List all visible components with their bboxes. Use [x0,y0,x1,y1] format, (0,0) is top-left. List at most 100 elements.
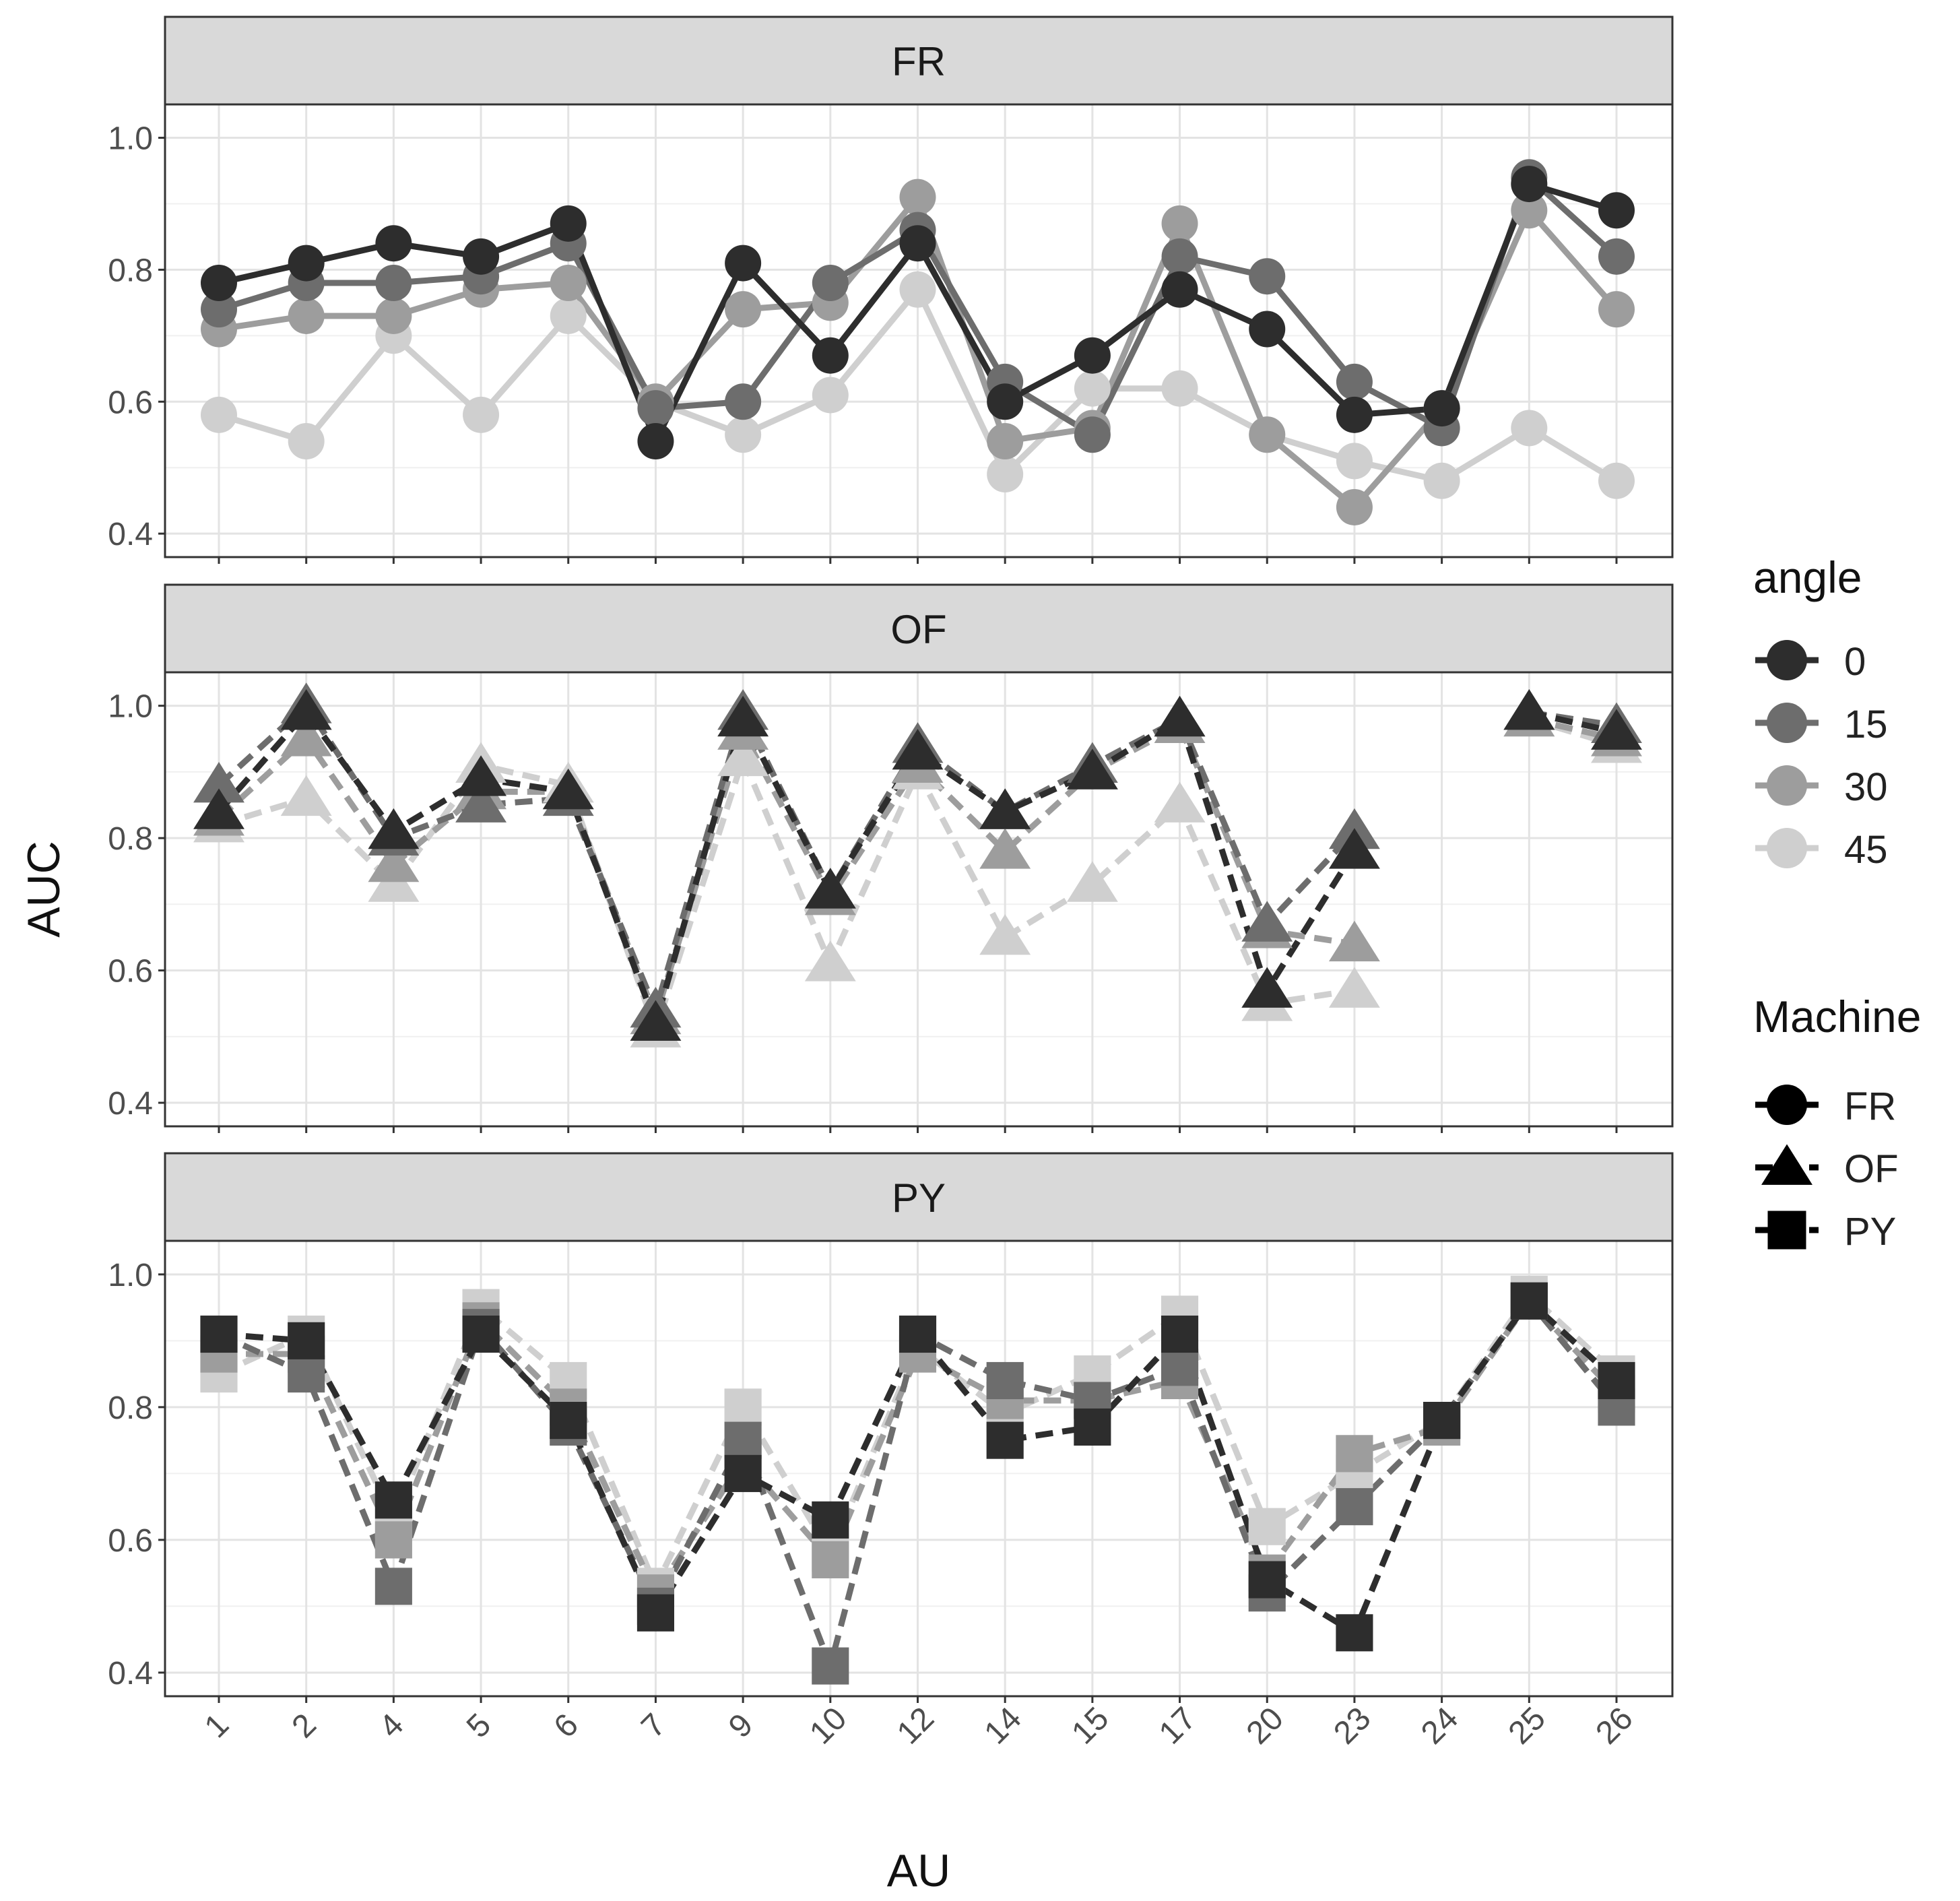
data-point-fr-angle-45-au-15 [1074,370,1111,407]
data-point-of-angle-15-au-1 [193,762,244,803]
data-point-fr-angle-45-au-14 [987,456,1024,493]
data-point-fr-angle-0-au-15 [1074,337,1111,374]
legend-angle-label: 0 [1844,640,1866,684]
facet-strip [164,15,1674,106]
legend-machine: Machine FR OF PY [1753,992,1921,1254]
data-point-fr-angle-0-au-6 [550,205,587,242]
x-tick-label: 24 [1414,1700,1465,1751]
data-point-of-angle-0-au-9 [717,695,769,737]
data-point-fr-angle-30-au-23 [1336,488,1373,525]
data-point-fr-angle-0-au-9 [725,245,762,282]
data-point-of-angle-0-au-10 [804,868,856,909]
data-point-py-angle-0-au-20 [1248,1561,1286,1599]
facet-strip-label: FR [892,39,946,84]
data-point-of-angle-45-au-15 [1066,861,1118,902]
data-point-of-angle-0-au-20 [1241,967,1293,1008]
data-point-fr-angle-15-au-1 [201,291,237,328]
data-point-py-angle-0-au-17 [1161,1315,1199,1353]
data-point-fr-angle-0-au-23 [1336,396,1373,433]
data-point-py-angle-0-au-1 [200,1315,238,1353]
data-point-fr-angle-30-au-25 [1511,192,1548,229]
legend-angle: angle 0 15 30 45 [1753,552,1888,872]
legend-machine-label: PY [1844,1210,1896,1254]
legend-angle-label: 30 [1844,765,1888,809]
data-point-py-angle-0-au-15 [1074,1408,1111,1446]
y-tick-label: 0.6 [108,385,153,420]
data-point-fr-angle-0-au-1 [201,264,237,301]
data-point-fr-angle-45-au-17 [1161,370,1198,407]
data-point-py-angle-0-au-2 [288,1322,325,1359]
data-point-fr-angle-45-au-24 [1423,462,1460,499]
data-point-fr-angle-0-au-10 [812,337,849,374]
y-tick-label: 0.4 [108,1086,153,1122]
data-point-of-angle-30-au-23 [1328,920,1380,962]
data-point-fr-angle-15-au-4 [375,264,412,301]
data-point-fr-angle-30-au-12 [899,179,936,216]
x-tick-label: 14 [978,1700,1028,1751]
y-tick-label: 0.8 [108,1390,153,1426]
data-point-of-angle-30-au-2 [280,715,332,756]
data-point-of-angle-15-au-5 [455,781,507,823]
data-point-fr-angle-0-au-24 [1423,390,1460,427]
data-point-fr-angle-45-au-2 [288,423,325,460]
data-point-fr-angle-45-au-26 [1598,462,1635,499]
data-point-py-angle-30-au-10 [812,1541,849,1579]
x-tick-label: 9 [722,1707,760,1745]
data-point-of-angle-0-au-14 [979,788,1031,829]
data-point-fr-angle-30-au-4 [375,297,412,334]
x-tick-label: 7 [634,1707,672,1745]
y-tick-label: 1.0 [108,1258,153,1293]
data-point-fr-angle-0-au-17 [1161,271,1198,308]
series-line-angle-30 [219,1297,1619,1597]
x-tick-label: 26 [1589,1700,1639,1751]
data-point-fr-angle-45-au-9 [725,416,762,453]
data-point-fr-angle-0-au-25 [1511,166,1548,203]
panel-border [164,103,1674,558]
data-point-fr-angle-0-au-7 [637,423,674,460]
data-point-fr-angle-45-au-25 [1511,410,1548,447]
data-point-py-angle-45-au-20 [1248,1508,1286,1545]
data-point-fr-angle-30-au-14 [987,423,1024,460]
y-tick-label: 0.8 [108,253,153,288]
data-point-py-angle-15-au-23 [1336,1488,1373,1526]
legend-angle-label: 45 [1844,828,1888,872]
data-point-py-angle-15-au-14 [986,1361,1024,1400]
data-point-of-angle-0-au-6 [542,768,594,810]
x-tick-label: 20 [1240,1700,1291,1751]
data-point-of-angle-45-au-10 [804,940,856,981]
data-point-fr-angle-15-au-26 [1598,238,1635,275]
x-tick-label: 17 [1152,1700,1203,1751]
data-point-of-angle-0-au-26 [1591,709,1642,750]
data-point-of-angle-0-au-5 [455,755,507,796]
data-point-fr-angle-30-au-9 [725,291,762,328]
data-point-py-angle-30-au-4 [374,1521,412,1559]
data-point-fr-angle-15-au-17 [1161,238,1198,275]
data-point-py-angle-15-au-10 [812,1647,849,1685]
data-point-py-angle-0-au-6 [550,1402,587,1440]
data-point-of-angle-0-au-7 [630,1000,682,1041]
data-point-fr-angle-0-au-20 [1249,311,1286,348]
data-point-fr-angle-45-au-23 [1336,443,1373,480]
y-tick-label: 0.4 [108,517,153,552]
data-point-py-angle-0-au-10 [812,1501,849,1539]
data-point-fr-angle-45-au-1 [201,396,237,433]
legend-key-marker [1767,640,1807,680]
data-point-py-angle-15-au-4 [374,1568,412,1605]
data-point-py-angle-0-au-14 [986,1421,1024,1459]
data-point-fr-angle-45-au-6 [550,297,587,334]
data-point-of-angle-0-au-23 [1328,828,1380,869]
legend-machine-label: FR [1844,1085,1896,1128]
data-point-of-angle-15-au-20 [1241,901,1293,942]
data-point-py-angle-0-au-26 [1598,1361,1635,1400]
data-point-fr-angle-0-au-14 [987,383,1024,420]
x-tick-label: 10 [803,1700,853,1751]
data-point-py-angle-0-au-7 [636,1594,674,1632]
facet-panel-of: OF 0.4 0.6 0.8 1.0 [108,583,1674,1133]
data-point-py-angle-0-au-4 [374,1481,412,1519]
x-tick-label: 12 [890,1700,941,1751]
data-point-of-angle-45-au-9 [717,735,769,777]
facet-panel-py: PY 0.4 0.6 0.8 1.0 [108,1152,1674,1703]
data-point-py-angle-0-au-24 [1423,1402,1461,1440]
data-point-fr-angle-15-au-23 [1336,363,1373,400]
